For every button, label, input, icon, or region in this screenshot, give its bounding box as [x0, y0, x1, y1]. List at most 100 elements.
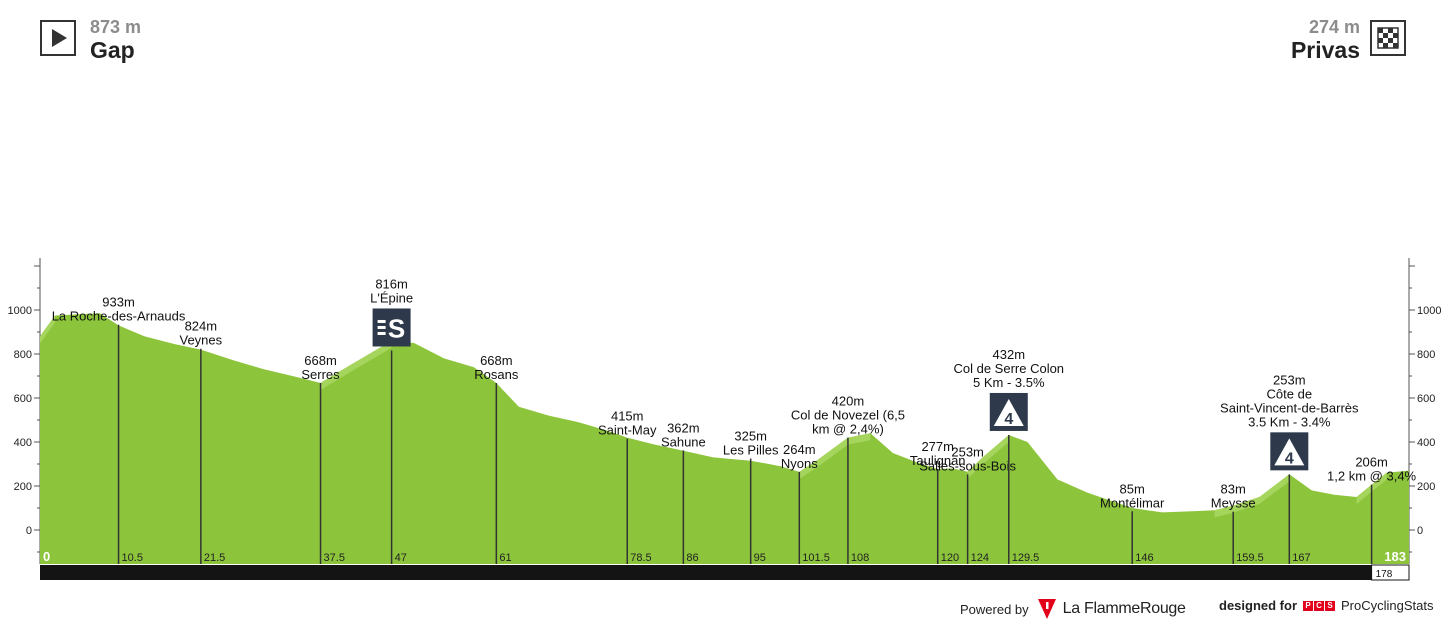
mountain-icon — [1274, 438, 1305, 466]
badge-letter: S — [388, 313, 405, 343]
y-tick-label-left: 800 — [14, 349, 32, 361]
waypoint-label: Montélimar — [1100, 495, 1165, 510]
profile-climb-highlight — [818, 437, 848, 467]
waypoint-label: 3.5 Km - 3.4% — [1248, 414, 1331, 429]
waypoint-label: 420m — [832, 394, 865, 409]
flamme-rouge-logo: La FlammeRouge — [1062, 600, 1186, 617]
y-axis-left: 0 200 400 600 800 1000 — [8, 258, 41, 564]
pcs-badge-letter: C — [1314, 600, 1325, 611]
y-tick-label-right: 400 — [1417, 437, 1435, 449]
finish-town: Privas — [1290, 37, 1360, 63]
climb-category-badge-icon: 4 — [1270, 432, 1309, 471]
y-tick-label-left: 600 — [14, 393, 32, 405]
waypoint-label: Rosans — [474, 367, 519, 382]
distance-label: 95 — [754, 552, 766, 564]
distance-label: 159.5 — [1236, 552, 1264, 564]
waypoint-label: 668m — [304, 353, 337, 368]
flame-logo-icon — [1037, 599, 1056, 619]
distance-label: 78.5 — [630, 552, 651, 564]
mountain-icon — [993, 398, 1024, 426]
profile-climb-highlight — [40, 315, 55, 344]
distance-label: 101.5 — [802, 552, 830, 564]
waypoint-label: Saint-May — [598, 423, 657, 438]
waypoint-label: Taulignan — [910, 453, 966, 468]
waypoint-label: Meysse — [1211, 496, 1256, 511]
final-km-segment-border — [1371, 564, 1410, 581]
distance-label: 61 — [499, 552, 511, 564]
waypoint-label: 432m — [993, 347, 1026, 362]
waypoint-label: Saint-Vincent-de-Barrès — [1220, 400, 1359, 415]
distance-label: 120 — [941, 552, 959, 564]
climb-category-badge-icon: 4 — [989, 392, 1028, 431]
waypoint-label: Serres — [301, 367, 340, 382]
distance-label: 86 — [686, 552, 698, 564]
waypoint-label: Côte de — [1267, 386, 1313, 401]
start-elevation: 873 m — [90, 17, 142, 37]
distance-label: 146 — [1135, 552, 1153, 564]
waypoint-label: 933m — [102, 295, 135, 310]
y-tick-label-right: 800 — [1417, 349, 1435, 361]
waypoint-label: 668m — [480, 353, 513, 368]
distance-label: 47 — [395, 552, 407, 564]
waypoint-label: Nyons — [781, 456, 818, 471]
final-km-segment — [1371, 565, 1409, 580]
profile-climb-highlight — [339, 354, 370, 379]
profile-area — [40, 313, 1409, 564]
profile-climb-highlight — [967, 457, 983, 479]
distance-label: 124 — [971, 552, 989, 564]
designed-for-label: designed for — [1219, 598, 1298, 613]
powered-by-label: Powered by — [960, 601, 1029, 617]
y-tick-label-right: 600 — [1417, 393, 1435, 405]
waypoint-label: 206m — [1355, 455, 1388, 470]
waypoint-label: 362m — [667, 420, 700, 435]
waypoint-label: 253m — [1273, 372, 1306, 387]
waypoint-label: 415m — [611, 409, 644, 424]
checkered-flag-icon — [1370, 20, 1406, 56]
waypoint-label: 277m — [921, 439, 954, 454]
profile-climb-highlight — [1259, 474, 1290, 504]
y-tick-label-left: 200 — [14, 481, 32, 493]
pcs-badge-letter: P — [1303, 600, 1314, 611]
distance-label: 10.5 — [122, 552, 143, 564]
distance-label: 0 — [43, 549, 50, 564]
distance-label: 108 — [851, 552, 869, 564]
profile-climb-highlight — [1233, 497, 1260, 513]
waypoint-label: 325m — [734, 429, 767, 444]
profile-climb-highlight — [1356, 484, 1372, 504]
badge-letter: 4 — [1004, 411, 1013, 428]
waypoint-label: 1,2 km @ 3,4% — [1327, 469, 1417, 484]
distance-label: 37.5 — [324, 552, 345, 564]
waypoint-label: Veynes — [180, 333, 223, 348]
start-header: 873 m Gap — [90, 18, 141, 62]
final-km-label: 178 — [1376, 569, 1393, 580]
badge-letter: 4 — [1285, 450, 1294, 467]
waypoint-label: 264m — [783, 442, 816, 457]
powered-by: Powered by La FlammeRouge — [960, 598, 1186, 620]
waypoint-label: 5 Km - 3.5% — [973, 375, 1045, 390]
sprint-badge-icon: S — [372, 308, 411, 347]
distance-label: 167 — [1292, 552, 1310, 564]
waypoint-label: Col de Novezel (6,5 — [791, 408, 905, 423]
waypoint-label: Salles-sous-Bois — [919, 458, 1016, 473]
y-tick-label-right: 200 — [1417, 481, 1435, 493]
finish-elevation: 274 m — [1308, 17, 1360, 37]
profile-climb-highlight — [847, 433, 871, 445]
profile-climb-highlight — [1371, 472, 1387, 492]
y-tick-label-right: 0 — [1417, 525, 1423, 537]
waypoint-label: km @ 2,4%) — [812, 422, 884, 437]
waypoint-label: 824m — [185, 319, 218, 334]
